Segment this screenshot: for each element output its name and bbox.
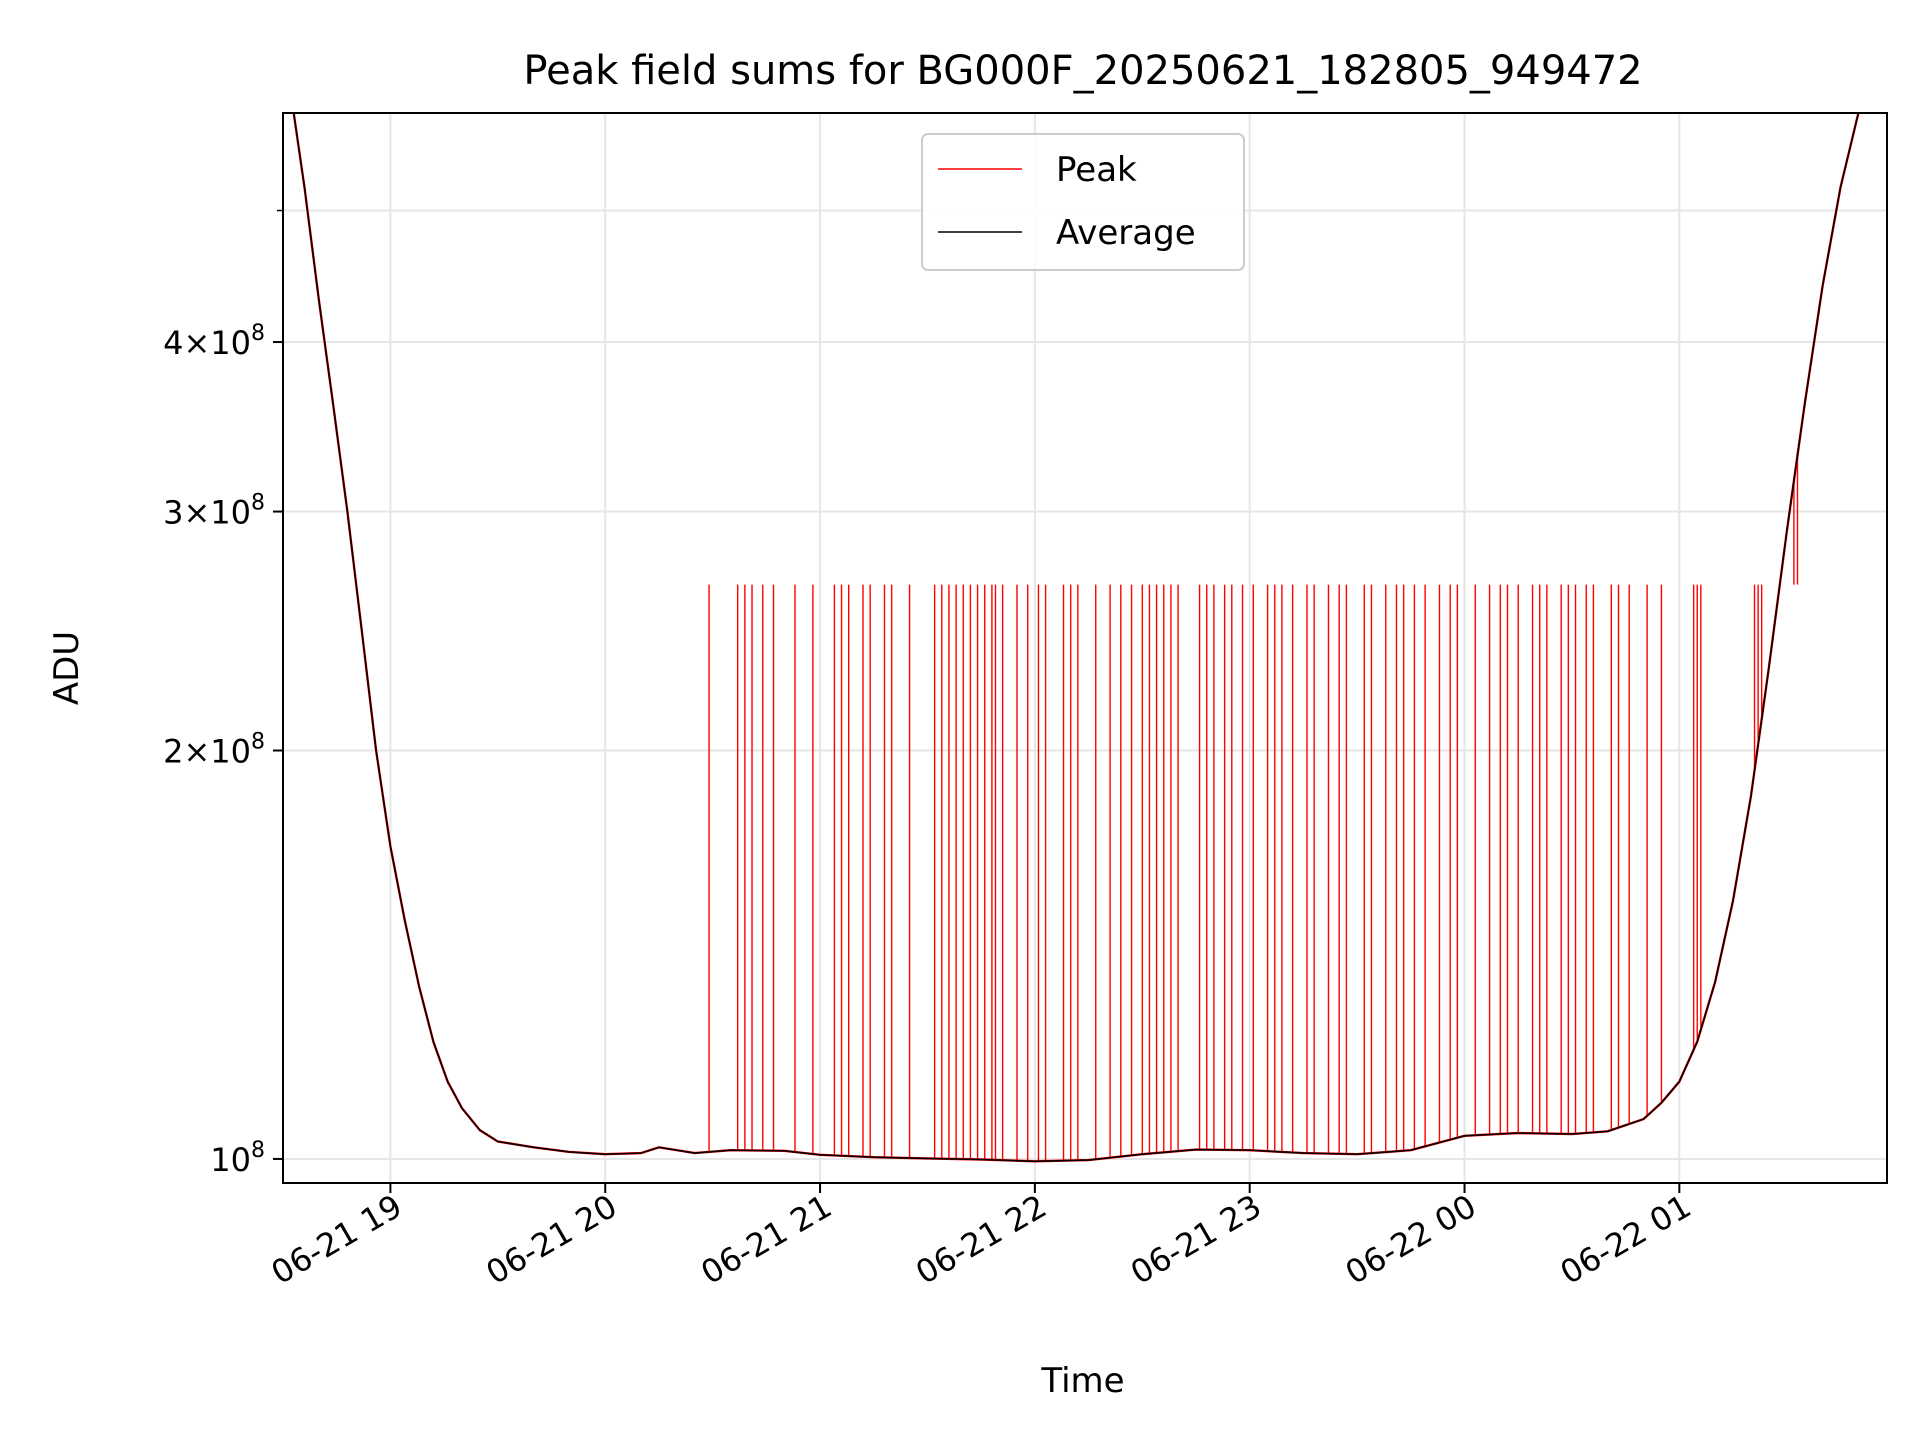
chart-title: Peak field sums for BG000F_20250621_1828… (523, 48, 1642, 94)
average-series-line (292, 113, 1860, 1163)
legend-peak-label: Peak (1056, 150, 1137, 190)
x-axis-label: Time (1040, 1361, 1124, 1401)
y-tick-label: 3×108 (163, 491, 265, 532)
legend-average-label: Average (1056, 213, 1196, 253)
legend-box (921, 133, 1245, 271)
y-tick-label: 4×108 (163, 321, 265, 362)
plot-area (292, 113, 1860, 1163)
y-tick-label: 108 (210, 1138, 265, 1179)
grid (283, 113, 1887, 1183)
plot-frame (282, 112, 1888, 1184)
legend: Peak Average (921, 133, 1245, 271)
y-tick-label: 2×108 (163, 729, 265, 770)
y-axis-label: ADU (47, 631, 87, 705)
